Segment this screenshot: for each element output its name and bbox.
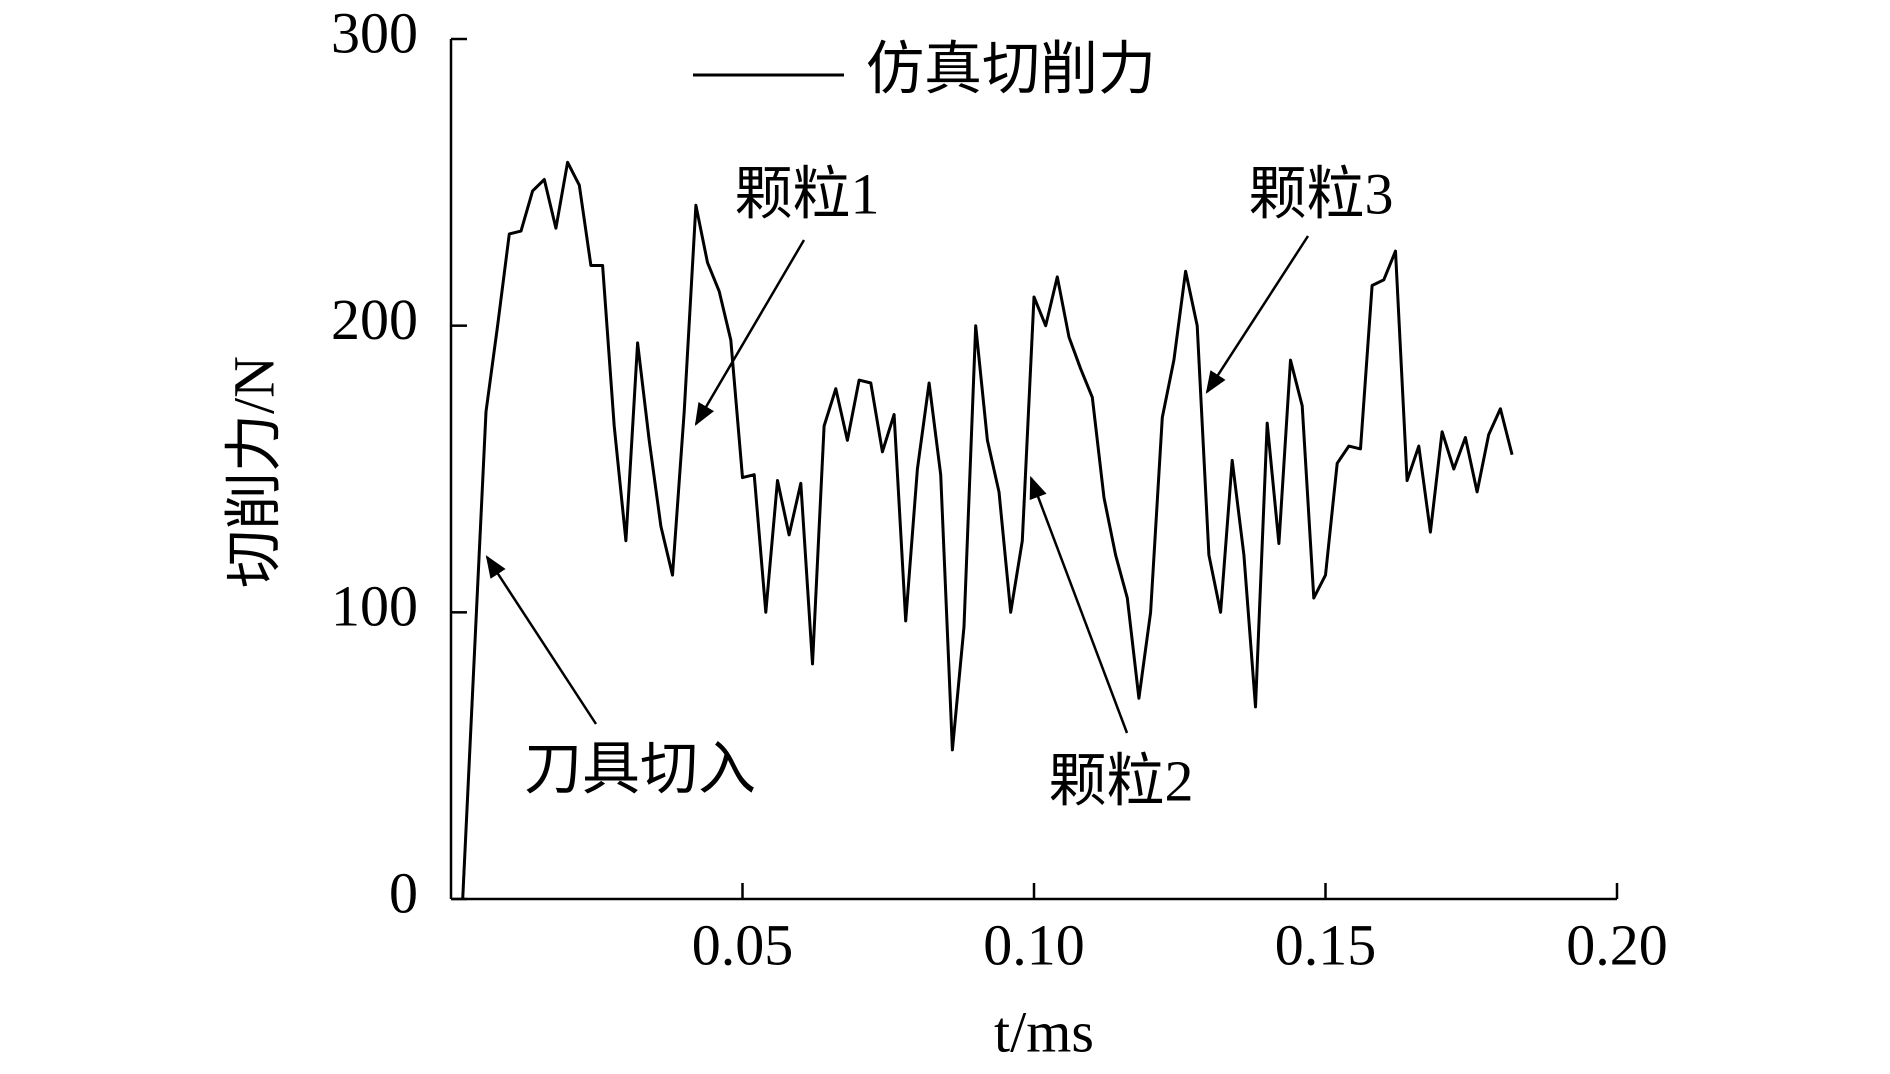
y-tick-label: 200 (331, 287, 418, 352)
x-tick-label: 0.15 (1275, 912, 1377, 977)
x-tick-label: 0.20 (1566, 912, 1668, 977)
x-tick-label: 0.10 (983, 912, 1085, 977)
annotation: 颗粒2 (1048, 748, 1193, 813)
y-axis-label: 切削力/N (221, 356, 286, 588)
legend-label: 仿真切削力 (866, 36, 1156, 101)
annotation: 颗粒1 (734, 161, 879, 226)
y-tick-label: 0 (389, 860, 418, 925)
annotation: 刀具切入 (524, 736, 756, 801)
annotation-arrow (694, 239, 806, 426)
y-tick-label: 100 (331, 574, 418, 639)
annotation-arrow (1205, 235, 1310, 394)
annotation-arrow (485, 555, 598, 725)
annotation: 颗粒3 (1248, 161, 1393, 226)
x-tick-label: 0.05 (692, 912, 794, 977)
x-axis-label: t/ms (994, 999, 1094, 1064)
annotation-arrow (1029, 475, 1129, 734)
y-tick-label: 300 (331, 0, 418, 65)
data-line (461, 160, 1514, 900)
